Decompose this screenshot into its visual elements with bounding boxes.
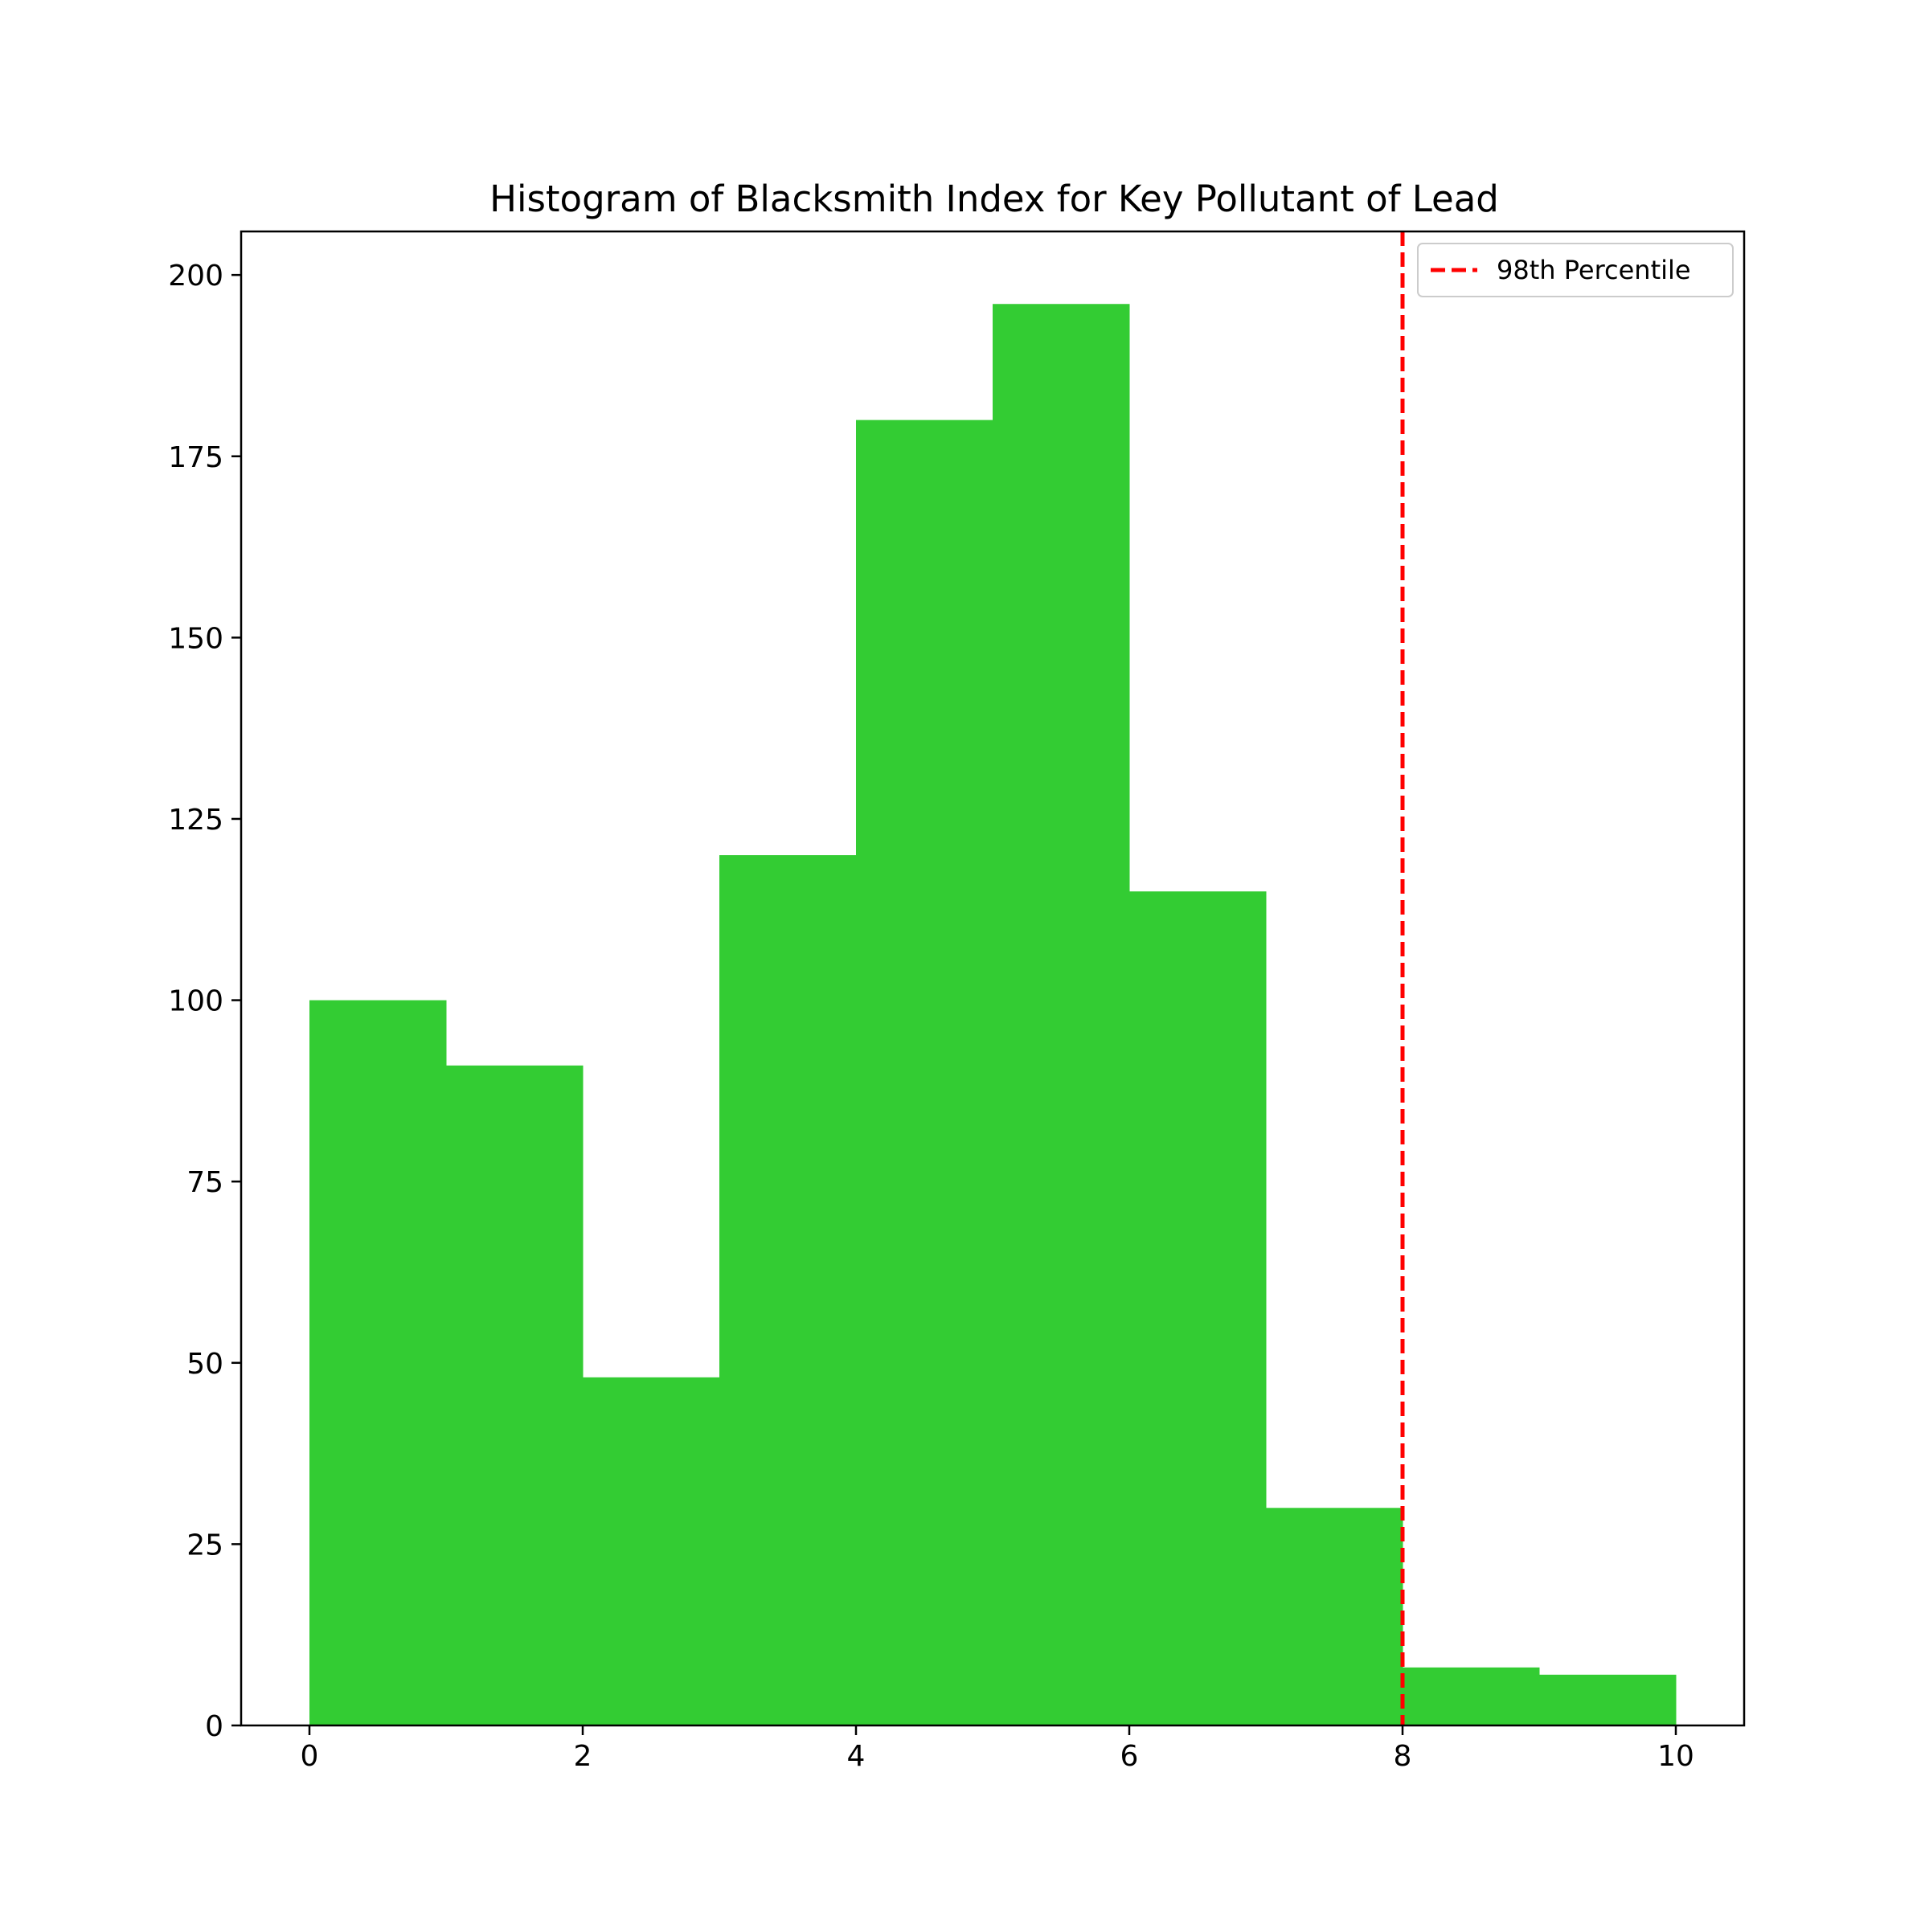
histogram-bar [856, 420, 993, 1725]
histogram-bar [993, 304, 1130, 1726]
legend-box [1417, 243, 1734, 297]
x-tick-label: 4 [847, 1740, 866, 1773]
plot-frame [240, 230, 1746, 1727]
y-tick-label: 50 [186, 1348, 223, 1381]
legend-label: 98th Percentile [1497, 255, 1691, 285]
x-tick-label: 8 [1394, 1740, 1412, 1773]
y-tick-label: 75 [186, 1166, 223, 1199]
histogram-bar [583, 1377, 720, 1725]
x-tick-label: 0 [301, 1740, 319, 1773]
histogram-bar [309, 1000, 447, 1725]
histogram-bar [1129, 891, 1267, 1725]
y-tick-label: 175 [168, 441, 223, 474]
x-tick-label: 6 [1120, 1740, 1139, 1773]
y-tick-label: 25 [186, 1529, 223, 1562]
y-tick-label: 125 [168, 804, 223, 837]
histogram-bar [1266, 1508, 1403, 1725]
x-tick-label: 10 [1657, 1740, 1694, 1773]
y-tick-label: 0 [205, 1710, 223, 1743]
x-tick-label: 2 [574, 1740, 592, 1773]
y-tick-label: 150 [168, 622, 223, 655]
bars-layer [309, 304, 1677, 1726]
histogram-bar [446, 1065, 584, 1725]
histogram-bar [1403, 1667, 1540, 1725]
histogram-bar [1539, 1674, 1677, 1725]
histogram-bar [719, 855, 857, 1725]
legend: 98th Percentile [1417, 243, 1734, 297]
y-tick-label: 200 [168, 260, 223, 293]
chart-title: Histogram of Blacksmith Index for Key Po… [489, 178, 1499, 220]
y-tick-label: 100 [168, 985, 223, 1018]
